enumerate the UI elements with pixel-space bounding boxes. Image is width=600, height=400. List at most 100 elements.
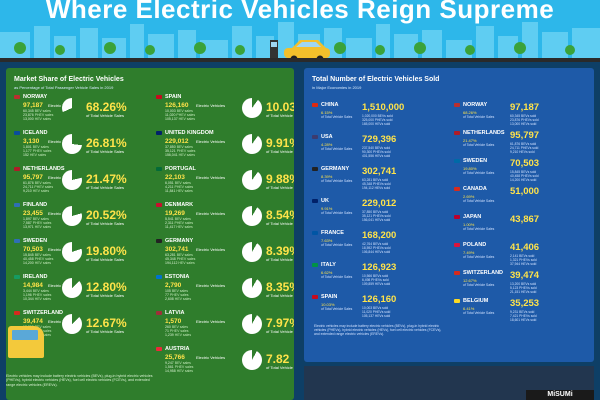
share-pie — [242, 170, 262, 190]
hev-value: 156,041 — [165, 153, 179, 157]
total-sold-value: 97,187 — [510, 102, 540, 113]
country-name: ITALY — [321, 262, 336, 268]
share-percent: 6.41% — [463, 306, 475, 311]
phev-label: PHEV sales — [174, 365, 194, 369]
share-label: of Total Vehicle Sales — [463, 255, 495, 259]
hev-value: 1,239 — [165, 333, 175, 337]
share-pie — [242, 314, 262, 334]
ev-car-icon — [284, 40, 330, 62]
share-pie — [242, 134, 262, 154]
total-sold-value: 35,253 — [510, 298, 540, 309]
phev-label: PHEV sales — [169, 329, 189, 333]
share-label: of Total Vehicle Sales — [463, 199, 495, 203]
ev-unit-label: Electric Vehicles — [196, 139, 226, 144]
hev-label: HEV sales — [34, 225, 52, 229]
hev-value: 2,608 — [165, 297, 175, 301]
hev-value: 11,417 — [165, 225, 177, 229]
total-row: ITALY 6.62% of Total Vehicle Sales 126,923 1… — [312, 262, 452, 292]
hev-line: 9,210 HEVs sold — [510, 150, 535, 154]
share-label: of Total Vehicle Sales — [463, 311, 495, 315]
share-percent: 9.88% — [266, 172, 294, 186]
share-label: of Total Vehicle Sales — [266, 257, 294, 262]
phev-label: PHEV sales — [176, 257, 196, 261]
bev-value: 3,444 — [23, 289, 33, 293]
hev-label: HEV sales — [178, 153, 195, 157]
bev-label: BEV sales — [32, 145, 49, 149]
phev-value: 2,311 — [165, 221, 175, 225]
share-label: of Total Vehicle Sales — [266, 185, 294, 190]
hev-line: 11,417 HEV sales — [165, 225, 193, 229]
hev-value: 13,000 — [23, 117, 35, 121]
flag-icon — [312, 103, 318, 107]
share-label: of Total Vehicle Sales — [86, 329, 124, 334]
bev-line: 37,850 BEV sales — [165, 145, 193, 149]
bev-value: 9,247 — [165, 361, 175, 365]
flag-icon — [454, 159, 460, 163]
bev-value: 15,845 — [23, 253, 35, 257]
phev-value: 11,020 — [165, 113, 177, 117]
share-pie — [242, 242, 262, 262]
hev-label: HEV sales — [176, 225, 193, 229]
total-sold-value: 126,160 — [362, 294, 397, 305]
bev-label: BEV sales — [34, 109, 51, 113]
hev-value: 152 — [23, 153, 30, 157]
share-percent: 19.80% — [86, 244, 127, 258]
hev-line: 1,239 HEV sales — [165, 333, 191, 337]
country-name: NETHERLANDS — [463, 130, 505, 136]
phev-line: 1,561 PHEV sales — [165, 365, 193, 369]
bev-line: 61,876 BEVs sold — [510, 142, 537, 146]
share-percent: 20.52% — [86, 208, 127, 222]
hev-value: 105,137 — [165, 117, 179, 121]
phev-line: 7,421 PHEVs sold — [510, 314, 537, 318]
flag-icon — [14, 239, 20, 243]
share-pie — [62, 278, 82, 298]
bev-label: BEV sales — [171, 325, 188, 329]
brand-logo: MiSUMi — [526, 390, 594, 400]
bev-line: 260 BEV sales — [165, 325, 188, 329]
country-name: SWITZERLAND — [23, 310, 64, 316]
hev-line: 10,344 HEV sales — [23, 297, 51, 301]
bev-line: 10,003 BEVs sold — [362, 306, 389, 310]
bev-line: 9,231 BEVs sold — [510, 310, 535, 314]
phev-label: PHEV sales — [32, 149, 52, 153]
phev-line: 71 PHEV sales — [165, 329, 189, 333]
phev-value: 1,196 — [23, 293, 33, 297]
hev-label: HEV sales — [176, 189, 193, 193]
phev-line: 40,458 PHEV sales — [23, 257, 53, 261]
hev-label: HEV sales — [176, 369, 194, 373]
bev-value: 60,345 — [23, 109, 35, 113]
phev-value: 77 — [165, 293, 170, 297]
bev-label: BEV sales — [34, 325, 51, 329]
hev-line: 152 HEV sales — [23, 153, 46, 157]
bev-line: 60,345 BEVs sold — [510, 114, 537, 118]
market-row: LATVIA 1,570 Electric Vehicles 260 BEV sale… — [156, 310, 294, 346]
country-name: JAPAN — [463, 214, 482, 220]
share-label: of Total Vehicle Sales — [321, 211, 353, 215]
ev-unit-label: Electric Vehicles — [196, 319, 226, 324]
country-name: BELGIUM — [463, 298, 489, 304]
country-name: AUSTRIA — [165, 346, 190, 352]
country-name: FINLAND — [23, 202, 48, 208]
phev-line: 18,592 PHEVs sold — [362, 246, 391, 250]
bev-label: BEV sales — [32, 217, 49, 221]
bev-line: 6,051 BEV sales — [165, 181, 191, 185]
share-label: of Total Vehicle Sales — [321, 115, 353, 119]
share-percent: 19.80% — [463, 166, 477, 171]
share-percent: 1.00% — [463, 222, 475, 227]
country-name: GERMANY — [165, 238, 194, 244]
bev-line: 9,247 BEV sales — [165, 361, 191, 365]
ev-unit-label: Electric Vehicles — [196, 247, 226, 252]
phev-line: 7,587 PHEV sales — [23, 221, 51, 225]
share-percent: 68.26% — [86, 100, 127, 114]
bev-line: 37,850 BEVs sold — [362, 210, 389, 214]
market-row: GERMANY 302,741 Electric Vehicles 63,281 BE… — [156, 238, 294, 274]
bev-value: 63,281 — [165, 253, 177, 257]
share-label: of Total Vehicle Sales — [86, 257, 124, 262]
bev-value: 6,051 — [165, 181, 175, 185]
hev-value: 14,200 — [23, 261, 35, 265]
market-row: DENMARK 19,269 Electric Vehicles 5,541 BEV … — [156, 202, 294, 238]
total-row: SWITZERLAND 12.67% of Total Vehicle Sales 3… — [454, 270, 594, 300]
header-banner: Where Electric Vehicles Reign Supreme — [0, 0, 600, 62]
